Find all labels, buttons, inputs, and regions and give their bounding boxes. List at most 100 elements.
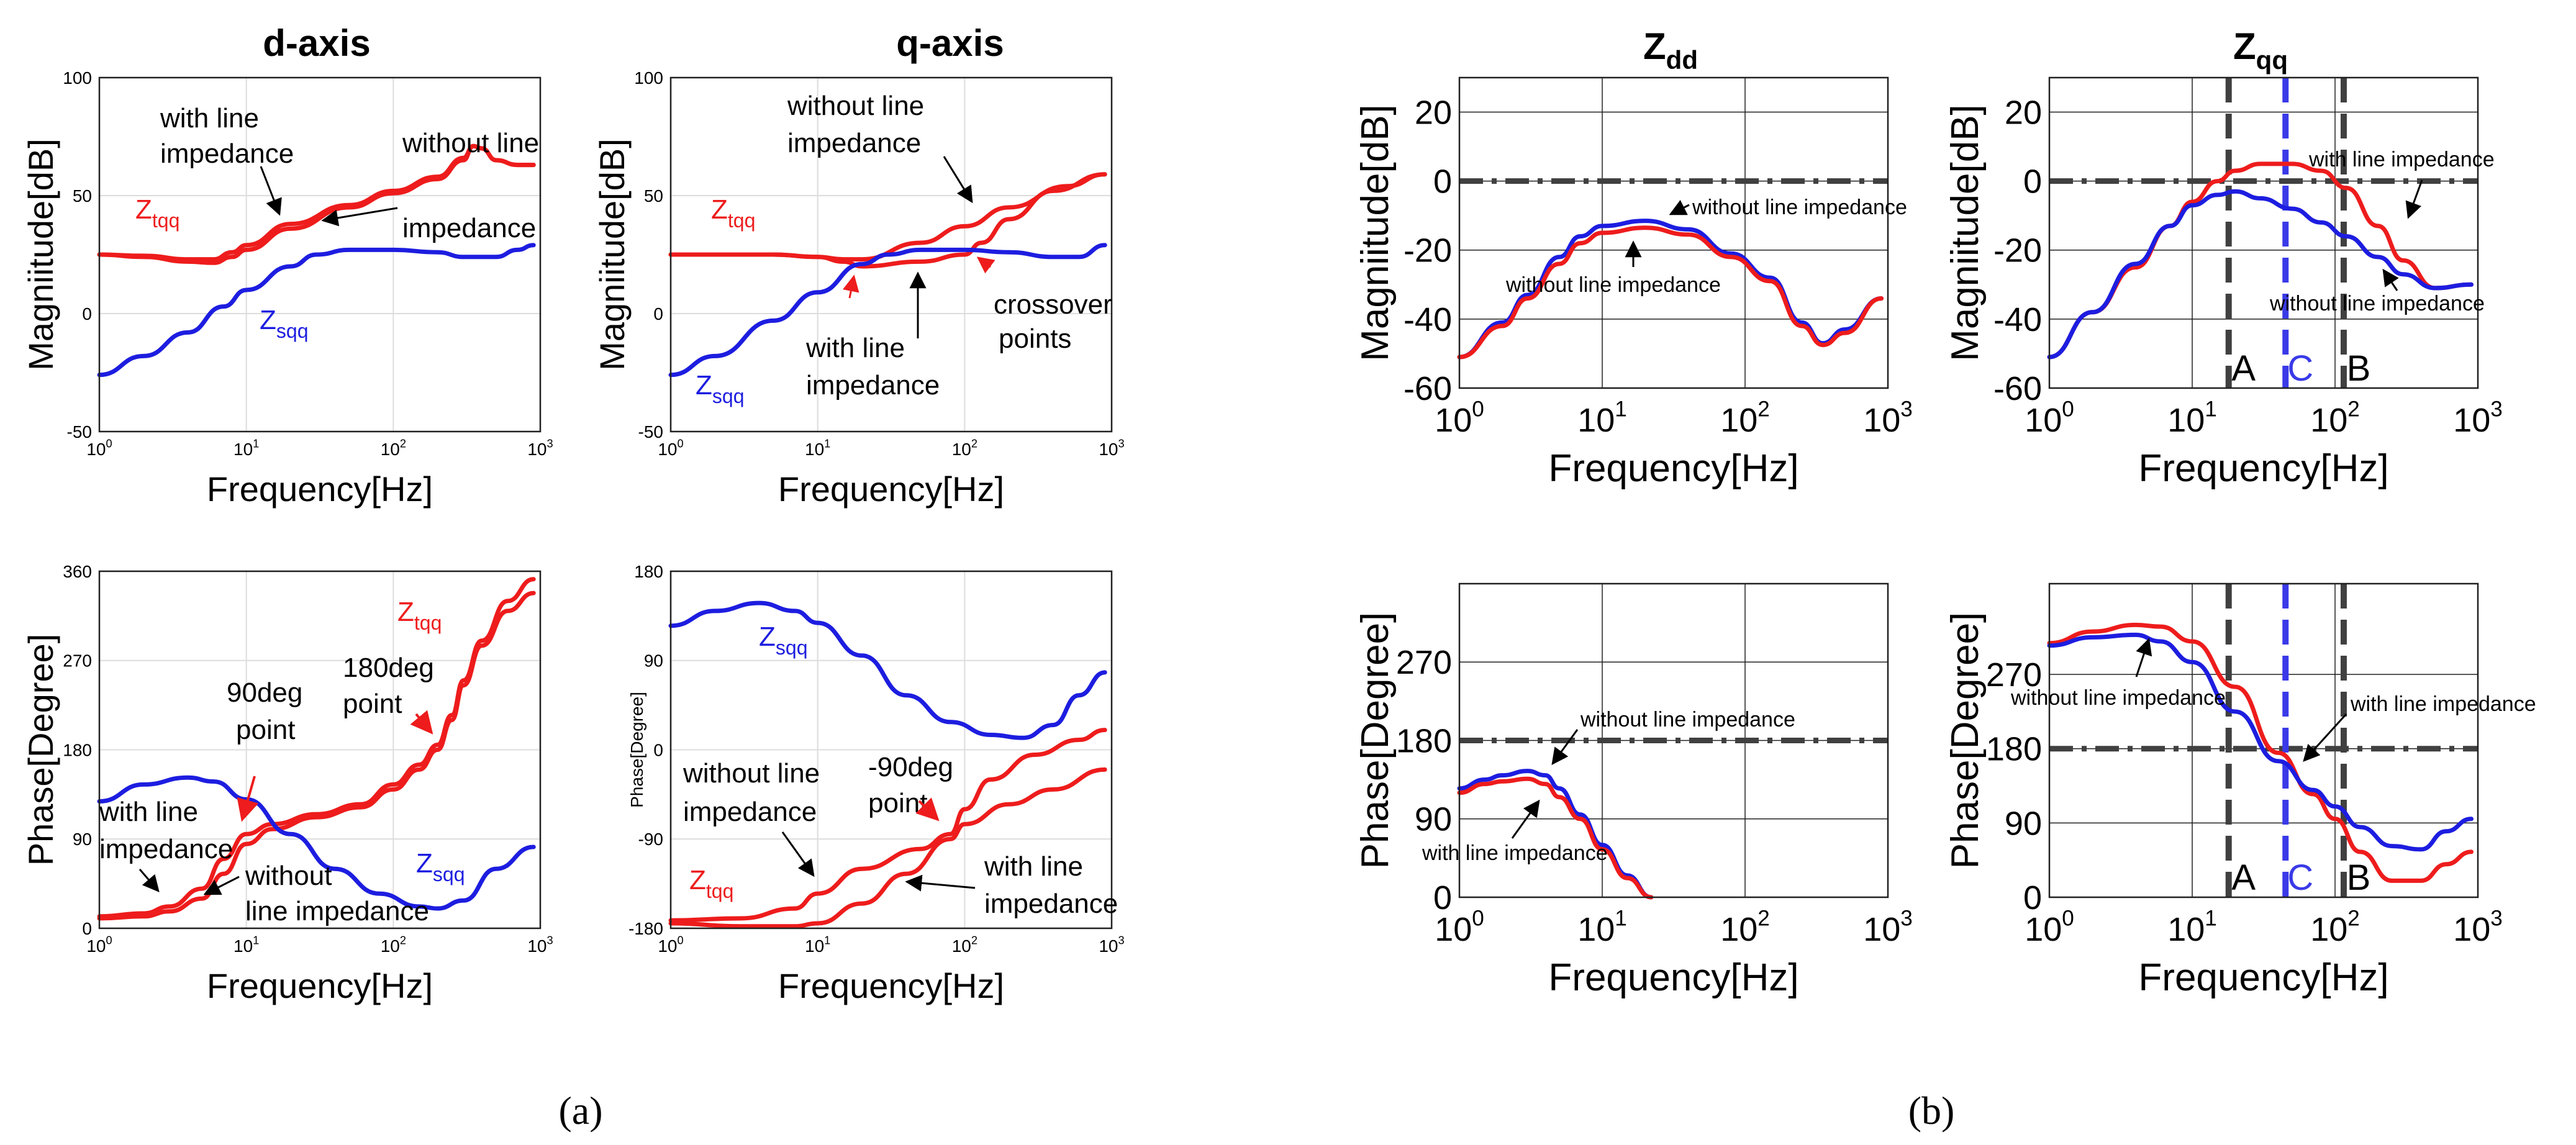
annotation-text: with line — [984, 851, 1083, 882]
annotations-b-zdd-phase: without line impedance with line impedan… — [1422, 708, 1795, 865]
y-axis-label: Magniitude[dB] — [21, 138, 60, 371]
x-tick-label: 103 — [1099, 934, 1124, 956]
y-axis-label: Magniitude[dB] — [1944, 104, 1987, 361]
x-tick-label: 103 — [1863, 907, 1913, 948]
y-tick-label: 360 — [63, 562, 92, 581]
annotation-arrow — [203, 876, 240, 895]
annotation-arrow — [1511, 799, 1540, 839]
annotation-arrow-red — [237, 776, 259, 822]
zsqq-label: Zsqq — [696, 370, 744, 407]
y-tick-label: -50 — [638, 422, 663, 441]
marker-label-C: C — [2287, 348, 2313, 389]
y-tick-label: 0 — [1433, 879, 1452, 916]
annotation-text: without line impedance — [1580, 708, 1795, 731]
annotation-text: impedance — [984, 889, 1118, 919]
plot-frame — [1458, 582, 1889, 898]
chart-b-zqq-phase: A C B 0 90 180 270 100 101 102 103 Frequency[Hz] Pha… — [1944, 582, 2503, 999]
annotation-text: impedance — [160, 138, 294, 169]
ztqq-label: Ztqq — [689, 865, 733, 902]
y-tick-label: 0 — [82, 304, 92, 324]
y-tick-label: -50 — [67, 422, 92, 441]
y-tick-label: 50 — [73, 186, 92, 206]
marker-label-A: A — [2231, 858, 2256, 898]
chart-b-zdd-phase: 0 90 180 270 100 101 102 103 Frequency[Hz] Phase[… — [1354, 582, 1913, 999]
x-tick-label: 103 — [1863, 397, 1913, 439]
annotation-text: impedance — [683, 797, 817, 827]
y-axis-label: Phase[Degree] — [1354, 612, 1397, 869]
figure-label-a: (a) — [558, 1088, 602, 1133]
annotation-text: without line — [787, 91, 924, 121]
annotation-arrow — [1551, 729, 1579, 766]
annotation-text: point — [343, 689, 402, 719]
annotation-text: impedance — [787, 128, 921, 158]
x-tick-label: 102 — [381, 934, 406, 956]
y-tick-label: 20 — [2005, 94, 2042, 131]
plot-frame — [98, 76, 542, 433]
annotation-text: points — [999, 324, 1071, 354]
y-axis-label: Magniitude[dB] — [1354, 104, 1397, 361]
a-q-axis-title: q-axis — [896, 22, 1004, 64]
annotation-arrow-red — [915, 797, 940, 821]
series-line-red — [668, 728, 1107, 923]
plot-frame — [2048, 582, 2479, 898]
x-tick-label: 102 — [1720, 907, 1770, 948]
x-axis-label: Frequency[Hz] — [1548, 447, 1798, 490]
plot-frame — [1458, 76, 1889, 389]
annotation-text: without line impedance — [1692, 196, 1907, 219]
x-tick-label: 101 — [234, 934, 259, 956]
x-tick-label: 101 — [2167, 907, 2217, 948]
annotations-b-zqq-magnitude: with line impedance without line impedan… — [2269, 148, 2495, 315]
annotation-arrow — [138, 869, 160, 893]
annotation-arrow — [2303, 713, 2347, 763]
y-tick-label: 0 — [2023, 163, 2042, 201]
annotations-b-zdd-magnitude: without line impedance without line impe… — [1505, 196, 1907, 297]
annotation-text: without line impedance — [2010, 686, 2226, 710]
y-tick-label: 270 — [1986, 656, 2042, 694]
x-axis-label: Frequency[Hz] — [2138, 447, 2388, 490]
y-tick-label: 270 — [1396, 644, 1452, 681]
series-line-red — [2047, 622, 2474, 883]
x-tick-label: 100 — [86, 934, 112, 956]
series-line-red — [1457, 225, 1884, 360]
annotations-a-q-magnitude: without line impedance with line impedan… — [696, 91, 1112, 407]
series-line-red — [97, 143, 536, 265]
annotation-arrow — [2135, 638, 2152, 677]
b-zqq-title: Zqq — [2233, 25, 2288, 75]
chart-b-zqq-magnitude: A C B -60 -40 -20 0 20 100 101 102 103 Frequency[Hz]… — [1944, 76, 2503, 490]
a-d-axis-title: d-axis — [263, 22, 370, 64]
chart-a-d-phase: 0 90 180 270 360 100 101 102 103 Frequency[Hz] Pha… — [21, 562, 553, 1005]
y-tick-label: 0 — [1433, 163, 1452, 201]
y-tick-label: 0 — [82, 919, 92, 938]
x-axis-label: Frequency[Hz] — [778, 966, 1004, 1005]
y-tick-label: 100 — [63, 68, 92, 88]
y-tick-label: 100 — [634, 68, 663, 88]
marker-label-B: B — [2347, 858, 2371, 898]
x-tick-label: 100 — [658, 437, 683, 459]
x-tick-label: 102 — [2310, 907, 2360, 948]
y-tick-label: -90 — [638, 830, 663, 849]
annotations-a-q-phase: without line impedance -90deg point with… — [683, 622, 1118, 919]
x-tick-label: 100 — [658, 934, 683, 956]
x-tick-label: 101 — [2167, 397, 2217, 439]
y-tick-label: -40 — [1404, 301, 1452, 338]
marker-label-C: C — [2287, 858, 2313, 898]
series-line-blue — [668, 243, 1107, 378]
x-tick-label: 103 — [2453, 397, 2503, 439]
annotations-a-d-magnitude: with line impedance without line impedan… — [135, 103, 539, 342]
annotation-text: impedance — [402, 213, 536, 243]
annotation-text: impedance — [99, 834, 233, 864]
annotation-arrow — [321, 207, 398, 227]
x-tick-label: 102 — [381, 437, 406, 459]
figure-label-b: (b) — [1908, 1088, 1955, 1133]
x-tick-label: 101 — [1577, 397, 1627, 439]
annotation-text: impedance — [806, 370, 940, 401]
x-axis-label: Frequency[Hz] — [2138, 956, 2388, 999]
annotation-arrow — [1669, 200, 1690, 215]
x-tick-label: 102 — [2310, 397, 2360, 439]
x-tick-label: 100 — [86, 437, 112, 459]
y-tick-label: -60 — [1404, 370, 1452, 407]
y-tick-label: 20 — [1415, 94, 1452, 131]
y-axis-label: Magniitude[dB] — [592, 138, 632, 371]
annotation-arrow — [781, 831, 815, 877]
